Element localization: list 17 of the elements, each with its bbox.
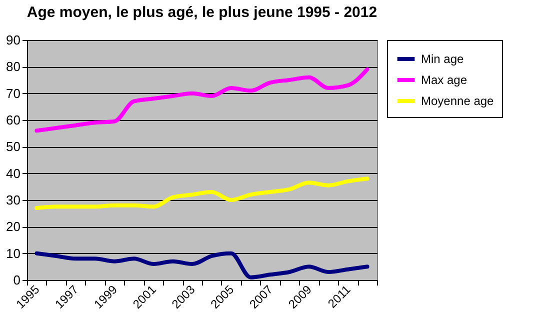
y-tick-label: 90 [6,32,20,48]
y-tick-label: 40 [6,166,20,181]
chart-title: Age moyen, le plus agé, le plus jeune 1995 - 2012 [26,4,378,21]
legend-label: Moyenne age [421,94,494,108]
y-tick-label: 20 [6,219,20,234]
y-tick-label: 60 [6,112,20,128]
y-tick-label: 10 [6,246,20,261]
legend-label: Max age [421,73,468,87]
y-tick-label: 50 [6,139,20,154]
line-series [34,67,370,133]
y-tick-label: 70 [6,86,20,101]
line-series [34,251,370,280]
y-tick-label: 30 [6,192,20,208]
line-series [34,176,370,210]
y-tick-label: 0 [13,272,20,288]
legend-label: Min age [421,52,464,66]
y-tick-label: 80 [6,59,20,74]
